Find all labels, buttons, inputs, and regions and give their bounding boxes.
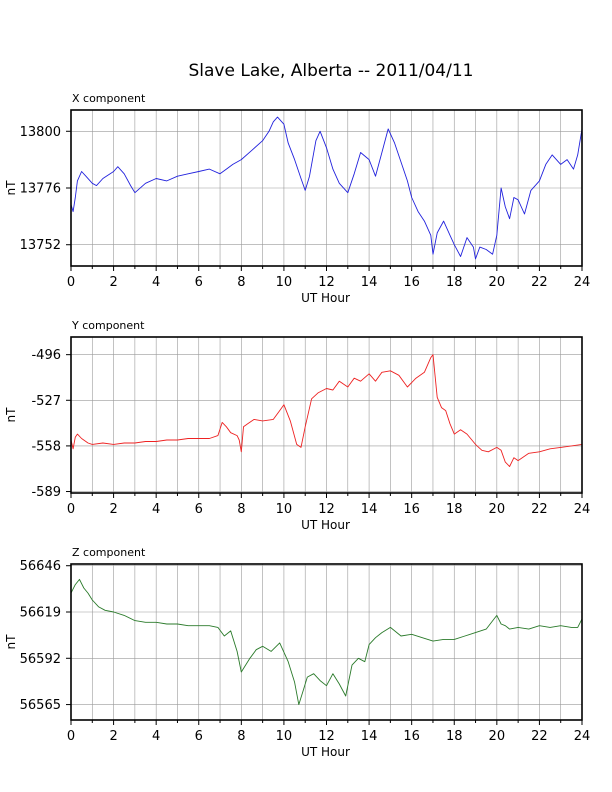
x-tick-label: 10 [276, 502, 293, 517]
x-tick-label: 10 [276, 275, 293, 290]
panel-label: X component [72, 92, 146, 105]
x-tick-label: 16 [403, 502, 420, 517]
x-tick-label: 0 [67, 502, 75, 517]
panel-label: Y component [71, 319, 145, 332]
x-tick-label: 8 [237, 275, 245, 290]
x-tick-label: 22 [531, 275, 548, 290]
x-tick-label: 4 [152, 502, 160, 517]
x-tick-label: 8 [237, 729, 245, 744]
x-tick-label: 2 [109, 729, 117, 744]
x-tick-label: 20 [489, 729, 506, 744]
x-tick-label: 4 [152, 729, 160, 744]
x-tick-label: 20 [489, 502, 506, 517]
y-tick-label: -558 [31, 439, 61, 454]
x-tick-label: 14 [361, 502, 378, 517]
x-tick-label: 12 [318, 502, 335, 517]
x-tick-label: 18 [446, 275, 463, 290]
chart-title: Slave Lake, Alberta -- 2011/04/11 [189, 61, 474, 81]
x-tick-label: 12 [318, 729, 335, 744]
x-tick-label: 6 [195, 729, 203, 744]
x-tick-label: 24 [574, 729, 591, 744]
panel-label: Z component [72, 546, 146, 559]
x-tick-label: 4 [152, 275, 160, 290]
y-tick-label: 56565 [20, 698, 61, 713]
x-tick-label: 18 [446, 729, 463, 744]
y-tick-label: 13776 [20, 182, 61, 197]
series-line [70, 354, 583, 467]
y-tick-label: 56646 [20, 559, 61, 574]
x-tick-label: 24 [574, 275, 591, 290]
x-tick-label: 24 [574, 502, 591, 517]
series-line [70, 578, 583, 706]
y-axis-title: nT [4, 634, 18, 650]
y-axis-title: nT [4, 407, 18, 423]
x-tick-label: 6 [195, 275, 203, 290]
x-tick-label: 8 [237, 502, 245, 517]
x-tick-label: 14 [361, 275, 378, 290]
y-tick-label: -496 [31, 348, 61, 363]
x-tick-label: 16 [403, 275, 420, 290]
x-axis-title: UT Hour [301, 291, 350, 305]
x-tick-label: 18 [446, 502, 463, 517]
series-line [70, 116, 583, 260]
x-tick-label: 22 [531, 729, 548, 744]
x-tick-label: 22 [531, 502, 548, 517]
x-axis-title: UT Hour [301, 518, 350, 532]
x-tick-label: 10 [276, 729, 293, 744]
x-tick-label: 0 [67, 275, 75, 290]
y-tick-label: 56592 [20, 652, 61, 667]
y-tick-label: -589 [31, 485, 61, 500]
x-tick-label: 20 [489, 275, 506, 290]
x-tick-label: 12 [318, 275, 335, 290]
x-tick-label: 16 [403, 729, 420, 744]
y-tick-label: -527 [31, 394, 61, 409]
y-tick-label: 56619 [20, 606, 61, 621]
x-axis-title: UT Hour [301, 745, 350, 759]
x-tick-label: 2 [109, 502, 117, 517]
x-tick-label: 0 [67, 729, 75, 744]
x-tick-label: 2 [109, 275, 117, 290]
x-tick-label: 6 [195, 502, 203, 517]
y-tick-label: 13800 [20, 125, 61, 140]
x-tick-label: 14 [361, 729, 378, 744]
y-tick-label: 13752 [20, 238, 61, 253]
y-axis-title: nT [4, 180, 18, 196]
